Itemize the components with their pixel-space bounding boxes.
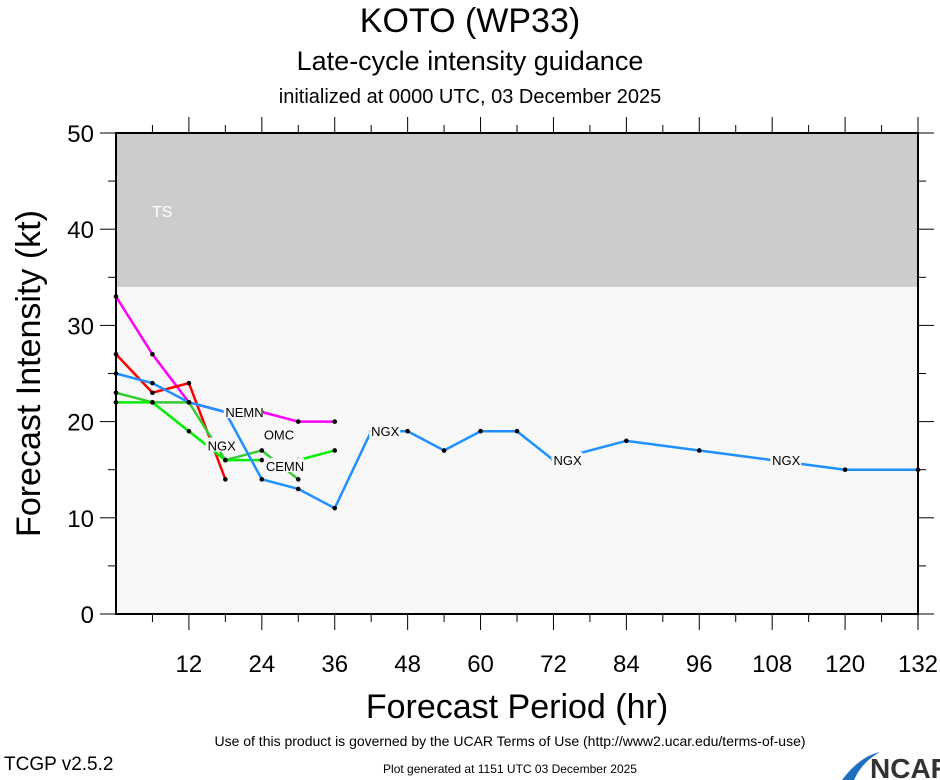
data-point (405, 428, 410, 434)
data-point (259, 457, 265, 463)
ncar-logo: NCAR (842, 752, 940, 780)
y-tick-label: 50 (67, 121, 94, 148)
x-axis-label: Forecast Period (hr) (366, 688, 668, 726)
data-point (441, 448, 447, 453)
series-line-omc (115, 391, 300, 481)
x-tick-label: 120 (825, 651, 865, 678)
y-axis-label: Forecast Intensity (kt) (10, 210, 48, 537)
data-point (150, 400, 155, 405)
svg-text:NCAR: NCAR (870, 753, 940, 780)
data-point (113, 400, 119, 405)
data-point (295, 486, 301, 492)
y-tick-label: 10 (67, 506, 94, 533)
series-label-bg (205, 437, 237, 452)
series-label-bg (263, 458, 304, 473)
series-label-cemn: CEMN (266, 459, 304, 474)
data-point (295, 419, 301, 424)
x-tick-label: 36 (321, 651, 348, 678)
y-tick-label: 40 (67, 217, 94, 244)
y-tick-label: 20 (67, 410, 94, 437)
x-tick-label: 108 (752, 651, 792, 678)
series-label-omc: OMC (264, 427, 294, 442)
y-tick-label: 0 (81, 602, 94, 629)
x-tick-label: 48 (394, 651, 421, 678)
series-label-bg (551, 452, 583, 467)
band-label: TS (152, 204, 172, 221)
data-point (332, 505, 338, 511)
data-point (332, 419, 338, 424)
data-point (186, 400, 192, 405)
chart-subtitle: Late-cycle intensity guidance (296, 46, 644, 76)
x-tick-label: 60 (467, 651, 494, 678)
data-point (915, 467, 921, 473)
band-ts (116, 133, 918, 287)
data-point (514, 428, 520, 434)
data-point (223, 477, 228, 482)
chart-title: KOTO (WP33) (359, 2, 581, 40)
init-time: initialized at 0000 UTC, 03 December 202… (278, 86, 662, 108)
y-tick-label: 30 (67, 313, 94, 340)
series-label-bg (770, 452, 802, 467)
series-label-ngx: NGX (772, 453, 801, 468)
data-point (259, 448, 265, 453)
x-tick-label: 96 (686, 651, 713, 678)
x-tick-label: 84 (613, 651, 640, 678)
data-point (478, 428, 483, 434)
data-point (842, 467, 848, 473)
data-point (223, 457, 228, 463)
data-point (113, 294, 119, 299)
series-label-ngx: NGX (208, 439, 237, 454)
x-tick-label: 24 (248, 651, 275, 678)
series-label-bg (223, 403, 264, 418)
series-label-ngx: NGX (553, 453, 582, 468)
series-label-nemn: NEMN (225, 405, 263, 420)
data-point (113, 371, 119, 376)
data-point (150, 380, 155, 386)
x-tick-label: 132 (898, 651, 938, 678)
data-point (186, 380, 192, 386)
series-line-ngx (115, 372, 918, 510)
data-point (150, 351, 155, 357)
data-point (113, 390, 119, 396)
data-point (150, 390, 155, 396)
x-tick-label: 12 (176, 651, 203, 678)
data-point (624, 438, 629, 444)
series-label-bg (261, 426, 293, 441)
data-point (113, 351, 119, 357)
x-tick-label: 72 (540, 651, 567, 678)
data-point (295, 477, 301, 482)
generated-time: Plot generated at 1151 UTC 03 December 2… (383, 762, 637, 776)
version-label: TCGP v2.5.2 (4, 754, 114, 775)
data-point (259, 477, 265, 482)
series-label-ngx: NGX (371, 424, 400, 439)
data-point (332, 448, 338, 453)
series-label-bg (369, 423, 401, 438)
terms-of-use: Use of this product is governed by the U… (214, 733, 806, 749)
data-point (186, 428, 192, 434)
data-point (696, 448, 702, 453)
